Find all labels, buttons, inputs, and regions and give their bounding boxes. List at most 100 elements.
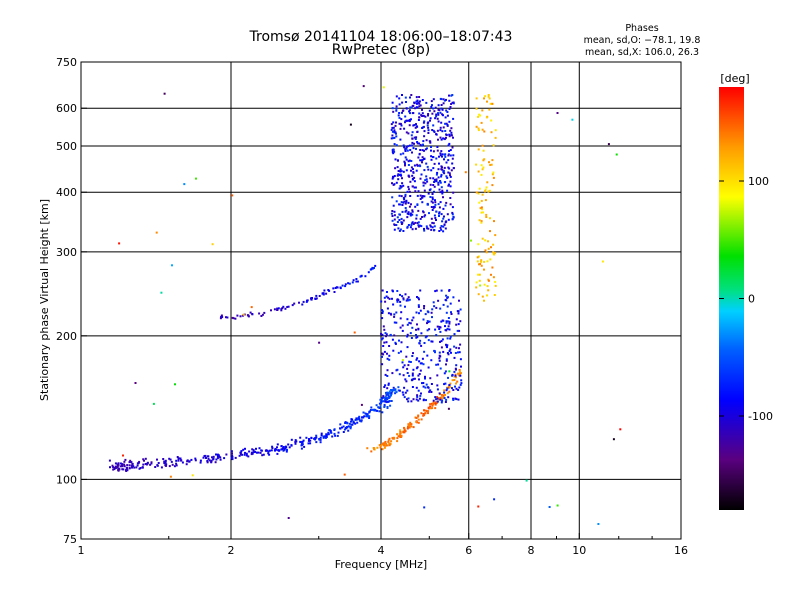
data-point bbox=[479, 284, 482, 287]
data-point bbox=[492, 253, 495, 256]
data-point bbox=[341, 426, 343, 429]
data-point bbox=[459, 358, 462, 361]
data-point bbox=[483, 268, 485, 271]
data-point bbox=[135, 466, 138, 469]
data-point bbox=[422, 158, 425, 160]
data-point bbox=[460, 365, 462, 368]
data-point bbox=[453, 356, 456, 359]
data-point bbox=[137, 462, 140, 465]
data-point bbox=[434, 201, 437, 204]
data-point bbox=[334, 434, 337, 437]
data-point bbox=[325, 292, 328, 295]
data-point bbox=[364, 412, 367, 415]
data-point bbox=[391, 390, 394, 393]
data-point bbox=[440, 107, 443, 110]
data-point bbox=[138, 460, 141, 463]
data-point bbox=[410, 224, 413, 227]
data-point bbox=[415, 106, 418, 109]
data-point bbox=[285, 450, 288, 453]
data-point bbox=[251, 313, 254, 316]
data-point bbox=[448, 107, 451, 110]
data-point bbox=[431, 129, 434, 131]
data-point bbox=[443, 181, 446, 184]
data-point bbox=[417, 305, 420, 308]
data-point bbox=[431, 221, 434, 224]
data-point bbox=[480, 260, 482, 263]
data-point bbox=[457, 323, 460, 326]
data-point bbox=[408, 110, 411, 113]
data-point bbox=[407, 132, 410, 135]
data-point bbox=[464, 171, 467, 174]
data-point bbox=[156, 464, 159, 467]
data-point bbox=[453, 370, 456, 373]
data-point bbox=[294, 439, 297, 442]
data-point bbox=[454, 397, 457, 400]
data-point bbox=[401, 295, 404, 298]
data-point bbox=[445, 201, 448, 204]
data-point bbox=[440, 225, 443, 227]
data-point bbox=[422, 114, 425, 117]
data-point bbox=[379, 398, 382, 401]
data-point bbox=[455, 387, 458, 390]
data-point bbox=[406, 335, 409, 338]
data-point bbox=[402, 298, 405, 301]
data-point bbox=[419, 198, 422, 200]
data-point bbox=[399, 317, 402, 320]
data-point bbox=[139, 467, 142, 469]
data-point bbox=[203, 455, 206, 457]
data-point bbox=[444, 298, 447, 301]
data-point bbox=[376, 409, 379, 412]
y-tick-label: 600 bbox=[56, 102, 77, 115]
data-point bbox=[211, 456, 213, 459]
data-point bbox=[380, 402, 383, 405]
data-point bbox=[403, 127, 406, 130]
data-point bbox=[493, 294, 496, 296]
data-point bbox=[306, 299, 309, 302]
data-point bbox=[404, 115, 407, 118]
data-point bbox=[141, 466, 144, 469]
data-point bbox=[447, 184, 450, 187]
data-point bbox=[420, 332, 423, 335]
data-point bbox=[490, 246, 492, 249]
data-point bbox=[401, 391, 404, 394]
data-point bbox=[231, 316, 234, 319]
data-point bbox=[432, 401, 435, 404]
data-point bbox=[414, 190, 417, 193]
data-point bbox=[391, 215, 394, 217]
data-point bbox=[214, 461, 217, 464]
data-point bbox=[432, 129, 435, 132]
data-point bbox=[173, 465, 176, 468]
data-point bbox=[429, 117, 432, 120]
data-point bbox=[126, 464, 129, 467]
data-point bbox=[401, 101, 404, 104]
data-point bbox=[301, 440, 304, 443]
data-point bbox=[386, 400, 389, 403]
data-point bbox=[170, 460, 173, 463]
data-point bbox=[409, 226, 412, 229]
data-point bbox=[444, 221, 447, 224]
data-point bbox=[487, 289, 490, 292]
data-point bbox=[248, 450, 251, 453]
data-point bbox=[440, 150, 443, 153]
data-point bbox=[458, 370, 461, 373]
data-point bbox=[409, 332, 412, 335]
data-point bbox=[436, 149, 439, 152]
data-point bbox=[449, 149, 452, 151]
data-point bbox=[373, 448, 376, 451]
data-point bbox=[448, 120, 451, 123]
data-point bbox=[475, 97, 478, 100]
data-point bbox=[478, 273, 481, 276]
data-point bbox=[144, 463, 147, 465]
data-point bbox=[121, 463, 124, 466]
data-point bbox=[267, 450, 270, 453]
data-point bbox=[250, 451, 253, 454]
data-point bbox=[339, 286, 342, 289]
data-point bbox=[486, 294, 488, 297]
data-point bbox=[431, 201, 434, 204]
data-point bbox=[446, 111, 449, 113]
data-point bbox=[417, 296, 420, 299]
data-point bbox=[487, 94, 490, 96]
data-point bbox=[470, 239, 472, 242]
data-point bbox=[390, 389, 392, 391]
data-point bbox=[446, 305, 449, 308]
